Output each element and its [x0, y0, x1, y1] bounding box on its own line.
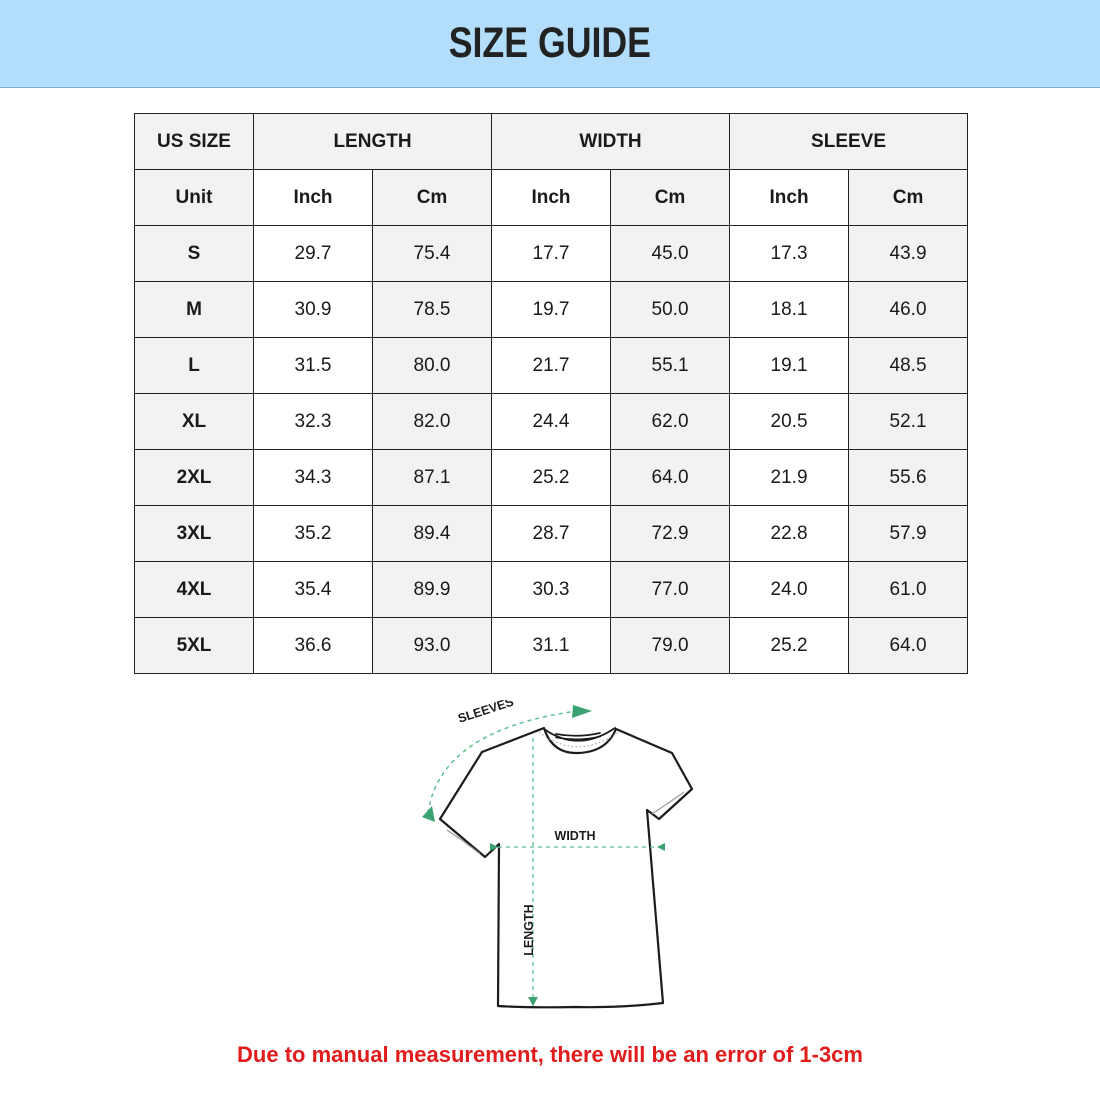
- svg-text:LENGTH: LENGTH: [522, 904, 536, 955]
- svg-text:WIDTH: WIDTH: [555, 829, 596, 843]
- svg-text:SLEEVES: SLEEVES: [456, 700, 515, 726]
